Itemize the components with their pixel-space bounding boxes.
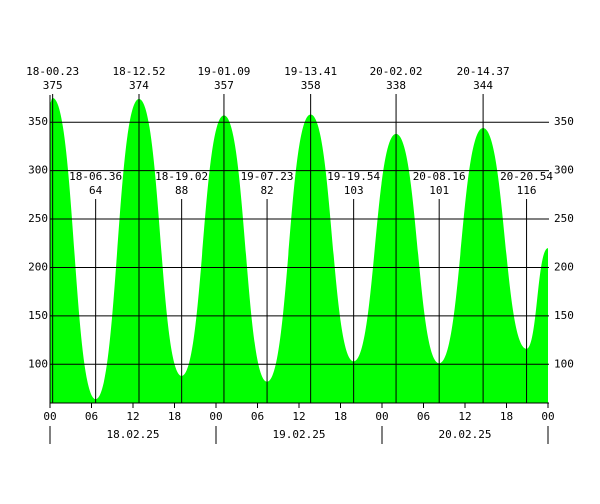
extreme-value: 103 [344, 184, 364, 197]
extreme-time: 19-07.23 [241, 170, 294, 183]
y-tick-label: 200 [28, 260, 48, 273]
x-tick-label: 00 [375, 410, 388, 423]
x-tick-label: 00 [209, 410, 222, 423]
y-tick-label-right: 350 [554, 115, 574, 128]
y-tick-label: 300 [28, 164, 48, 177]
extreme-value: 64 [89, 184, 103, 197]
y-tick-label: 250 [28, 212, 48, 225]
extreme-value: 338 [386, 79, 406, 92]
extreme-value: 88 [175, 184, 188, 197]
tide-area [50, 98, 548, 403]
y-tick-label-right: 250 [554, 212, 574, 225]
day-label: 20.02.25 [439, 428, 492, 441]
y-tick-label-right: 100 [554, 357, 574, 370]
extreme-value: 82 [260, 184, 273, 197]
y-tick-label: 100 [28, 357, 48, 370]
x-tick-label: 06 [417, 410, 430, 423]
y-tick-label-right: 300 [554, 164, 574, 177]
extreme-time: 20-02.02 [370, 65, 423, 78]
extreme-value: 357 [214, 79, 234, 92]
extreme-time: 20-08.16 [413, 170, 466, 183]
extreme-time: 18-19.02 [155, 170, 208, 183]
extreme-value: 116 [517, 184, 537, 197]
x-tick-label: 06 [85, 410, 98, 423]
extreme-value: 358 [301, 79, 321, 92]
extreme-time: 19-19.54 [327, 170, 380, 183]
extreme-value: 101 [429, 184, 449, 197]
y-tick-label: 150 [28, 309, 48, 322]
y-tick-label: 350 [28, 115, 48, 128]
x-tick-label: 12 [126, 410, 139, 423]
x-tick-label: 12 [458, 410, 471, 423]
x-tick-label: 06 [251, 410, 264, 423]
y-tick-label-right: 200 [554, 260, 574, 273]
extreme-time: 20-14.37 [457, 65, 510, 78]
x-tick-label: 18 [334, 410, 347, 423]
day-label: 19.02.25 [273, 428, 326, 441]
extreme-time: 18-00.23 [26, 65, 79, 78]
extreme-value: 375 [43, 79, 63, 92]
x-tick-label: 18 [168, 410, 181, 423]
extreme-time: 19-01.09 [197, 65, 250, 78]
extreme-time: 20-20.54 [500, 170, 553, 183]
extreme-time: 18-12.52 [113, 65, 166, 78]
extreme-value: 344 [473, 79, 493, 92]
extreme-time: 18-06.36 [69, 170, 122, 183]
x-tick-label: 12 [292, 410, 305, 423]
y-tick-label-right: 150 [554, 309, 574, 322]
x-tick-label: 18 [500, 410, 513, 423]
extreme-value: 374 [129, 79, 149, 92]
x-tick-label: 00 [43, 410, 56, 423]
day-label: 18.02.25 [107, 428, 160, 441]
extreme-time: 19-13.41 [284, 65, 337, 78]
x-tick-label: 00 [541, 410, 554, 423]
